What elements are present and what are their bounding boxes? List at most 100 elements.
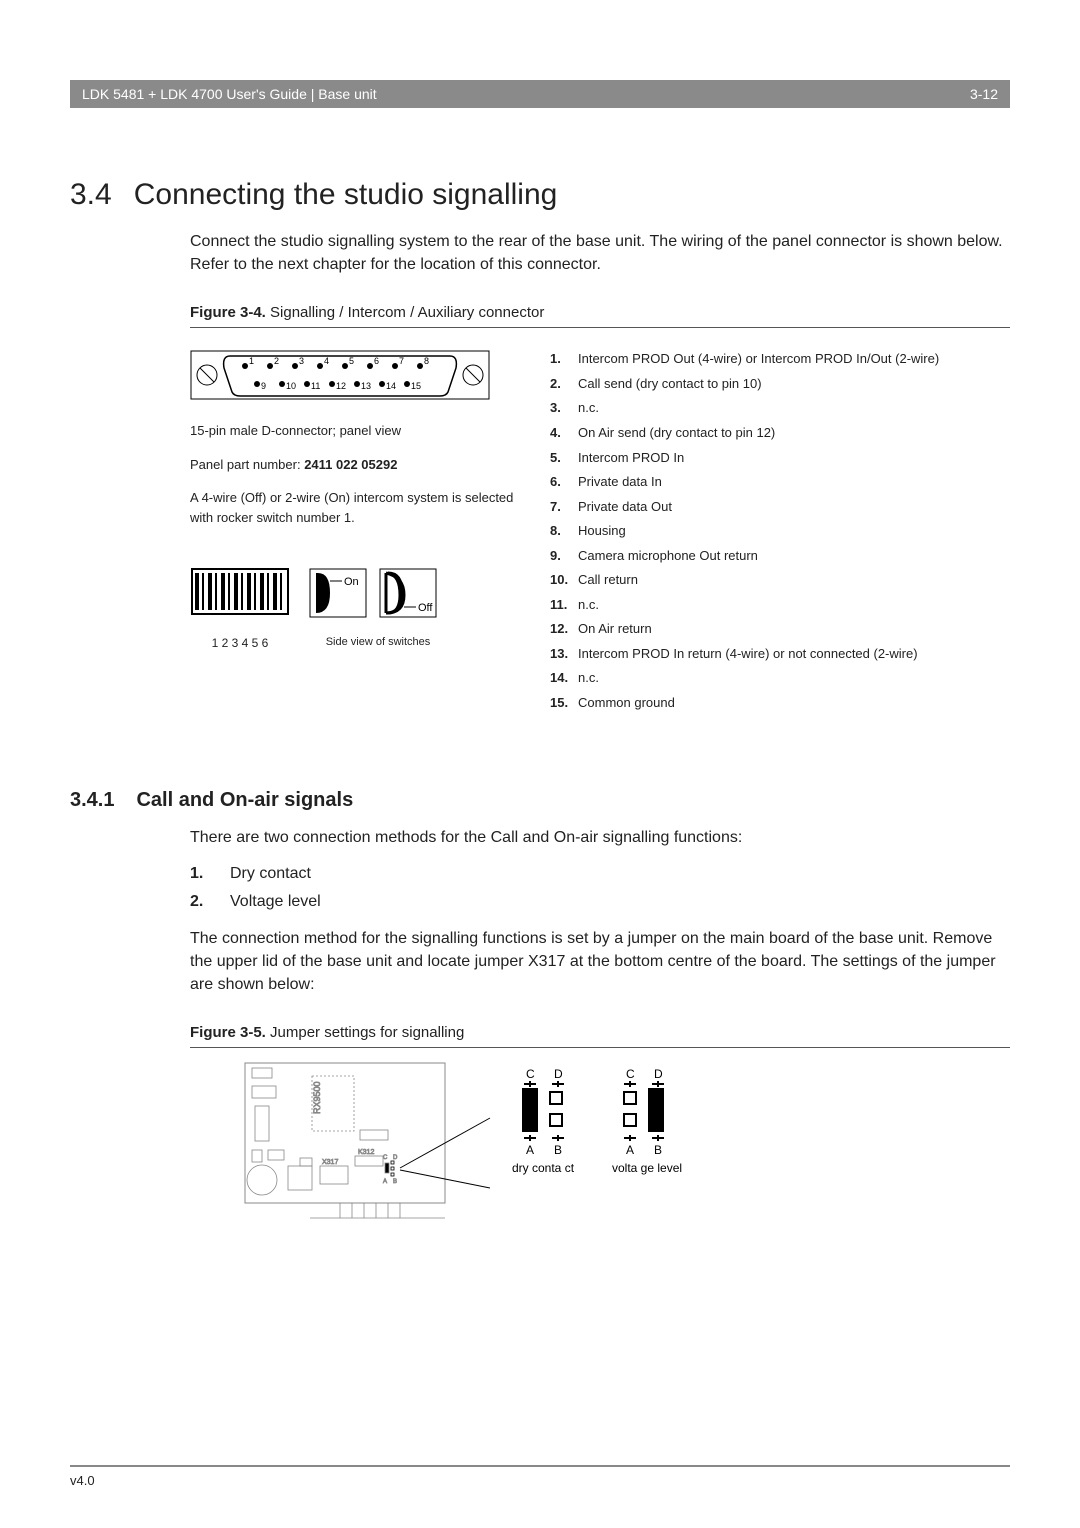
pin-description: Private data In: [578, 473, 1010, 491]
svg-text:D: D: [654, 1067, 663, 1081]
pin-description: n.c.: [578, 669, 1010, 687]
svg-text:On: On: [344, 576, 359, 588]
svg-text:11: 11: [311, 381, 320, 391]
figure-rule: [190, 327, 1010, 328]
svg-text:14: 14: [386, 381, 396, 391]
pin-number: 3.: [550, 399, 578, 417]
method-number: 2.: [190, 893, 210, 911]
header-bar: LDK 5481 + LDK 4700 User's Guide | Base …: [70, 80, 1010, 108]
svg-text:10: 10: [286, 381, 296, 391]
subsection-intro: There are two connection methods for the…: [190, 826, 1010, 849]
rocker-switch-side: On Off Side view of switches: [308, 567, 448, 648]
footer-version: v4.0: [70, 1473, 95, 1488]
pin-number: 10.: [550, 571, 578, 589]
figure-3-5-label: Figure 3-5. Jumper settings for signalli…: [190, 1024, 1010, 1041]
pin-number: 7.: [550, 498, 578, 516]
figure-3-4-caption: Signalling / Intercom / Auxiliary connec…: [270, 304, 544, 321]
svg-text:4: 4: [324, 356, 329, 366]
pin-row: 8.Housing: [550, 522, 1010, 540]
method-text: Voltage level: [230, 893, 321, 911]
svg-text:6: 6: [374, 356, 379, 366]
pin-number: 15.: [550, 694, 578, 712]
svg-text:B: B: [554, 1143, 562, 1157]
pin-list: 1.Intercom PROD Out (4-wire) or Intercom…: [550, 350, 1010, 718]
pin-row: 1.Intercom PROD Out (4-wire) or Intercom…: [550, 350, 1010, 368]
svg-text:RX9500: RX9500: [312, 1082, 322, 1115]
part-number: 2411 022 05292: [304, 457, 397, 472]
svg-text:B: B: [393, 1179, 397, 1185]
section-title: Connecting the studio signalling: [134, 178, 558, 212]
svg-text:B: B: [654, 1143, 662, 1157]
pin-description: Intercom PROD In return (4-wire) or not …: [578, 645, 1010, 663]
figure-left-column: 1 2 3 4 5 6 7 8 9 10 11 12 13 14 15 15-p…: [190, 350, 520, 718]
pin-description: Housing: [578, 522, 1010, 540]
pin-row: 10.Call return: [550, 571, 1010, 589]
figure-3-4-label: Figure 3-4. Signalling / Intercom / Auxi…: [190, 304, 1010, 321]
pin-row: 13.Intercom PROD In return (4-wire) or n…: [550, 645, 1010, 663]
pin-row: 6.Private data In: [550, 473, 1010, 491]
svg-text:5: 5: [349, 356, 354, 366]
subsection-number: 3.4.1: [70, 789, 114, 812]
pin-number: 4.: [550, 424, 578, 442]
switch-numbers: 1 2 3 4 5 6: [190, 636, 290, 650]
pin-row: 3.n.c.: [550, 399, 1010, 417]
subsection-body2: The connection method for the signalling…: [190, 927, 1010, 997]
svg-text:A: A: [626, 1143, 634, 1157]
pin-row: 11.n.c.: [550, 596, 1010, 614]
pin-number: 5.: [550, 449, 578, 467]
figure-3-5-caption: Jumper settings for signalling: [270, 1024, 464, 1041]
pin-row: 2.Call send (dry contact to pin 10): [550, 375, 1010, 393]
section-number: 3.4: [70, 178, 112, 212]
connector-caption: 15-pin male D-connector; panel view: [190, 421, 520, 441]
pin-number: 12.: [550, 620, 578, 638]
method-item: 2. Voltage level: [190, 893, 1010, 911]
rocker-switch-front: 1 2 3 4 5 6: [190, 567, 290, 650]
svg-text:A: A: [383, 1179, 387, 1185]
pin-number: 13.: [550, 645, 578, 663]
svg-text:2: 2: [274, 356, 279, 366]
pin-number: 8.: [550, 522, 578, 540]
svg-text:A: A: [526, 1143, 534, 1157]
figure-3-5-diagram: RX9500 X317 K312 C D A B: [240, 1058, 1010, 1233]
pin-number: 9.: [550, 547, 578, 565]
svg-text:C: C: [383, 1155, 388, 1161]
pin-description: Private data Out: [578, 498, 1010, 516]
header-title: LDK 5481 + LDK 4700 User's Guide | Base …: [82, 86, 377, 102]
svg-text:12: 12: [336, 381, 346, 391]
switch-diagrams: 1 2 3 4 5 6 On Off Side view of switches: [190, 567, 520, 650]
dsub-connector-diagram: 1 2 3 4 5 6 7 8 9 10 11 12 13 14 15: [190, 350, 490, 400]
method-list: 1.Dry contact2.Voltage level: [190, 865, 1010, 911]
header-page-number: 3-12: [970, 86, 998, 102]
svg-text:9: 9: [261, 381, 266, 391]
svg-text:X317: X317: [322, 1159, 338, 1166]
svg-text:Off: Off: [418, 602, 433, 614]
figure-3-4-number: Figure 3-4.: [190, 304, 266, 321]
pin-row: 12.On Air return: [550, 620, 1010, 638]
pin-number: 14.: [550, 669, 578, 687]
svg-text:15: 15: [411, 381, 421, 391]
pin-row: 9.Camera microphone Out return: [550, 547, 1010, 565]
pin-description: On Air return: [578, 620, 1010, 638]
method-number: 1.: [190, 865, 210, 883]
pin-description: Intercom PROD Out (4-wire) or Intercom P…: [578, 350, 1010, 368]
dry-contact-label: dry conta ct: [512, 1161, 575, 1175]
pin-description: Common ground: [578, 694, 1010, 712]
svg-text:D: D: [393, 1155, 398, 1161]
figure-3-5-number: Figure 3-5.: [190, 1024, 266, 1041]
svg-text:1: 1: [249, 356, 254, 366]
svg-text:C: C: [526, 1067, 535, 1081]
svg-text:D: D: [554, 1067, 563, 1081]
subsection-title: Call and On-air signals: [136, 789, 353, 812]
svg-text:8: 8: [424, 356, 429, 366]
pin-row: 14.n.c.: [550, 669, 1010, 687]
pin-description: Camera microphone Out return: [578, 547, 1010, 565]
pin-number: 2.: [550, 375, 578, 393]
subsection-heading: 3.4.1 Call and On-air signals: [70, 789, 1010, 812]
part-number-prefix: Panel part number:: [190, 457, 304, 472]
pin-number: 6.: [550, 473, 578, 491]
pin-row: 7.Private data Out: [550, 498, 1010, 516]
svg-text:K312: K312: [358, 1149, 374, 1156]
section-intro: Connect the studio signalling system to …: [190, 230, 1010, 276]
pin-description: Call send (dry contact to pin 10): [578, 375, 1010, 393]
pin-description: n.c.: [578, 596, 1010, 614]
